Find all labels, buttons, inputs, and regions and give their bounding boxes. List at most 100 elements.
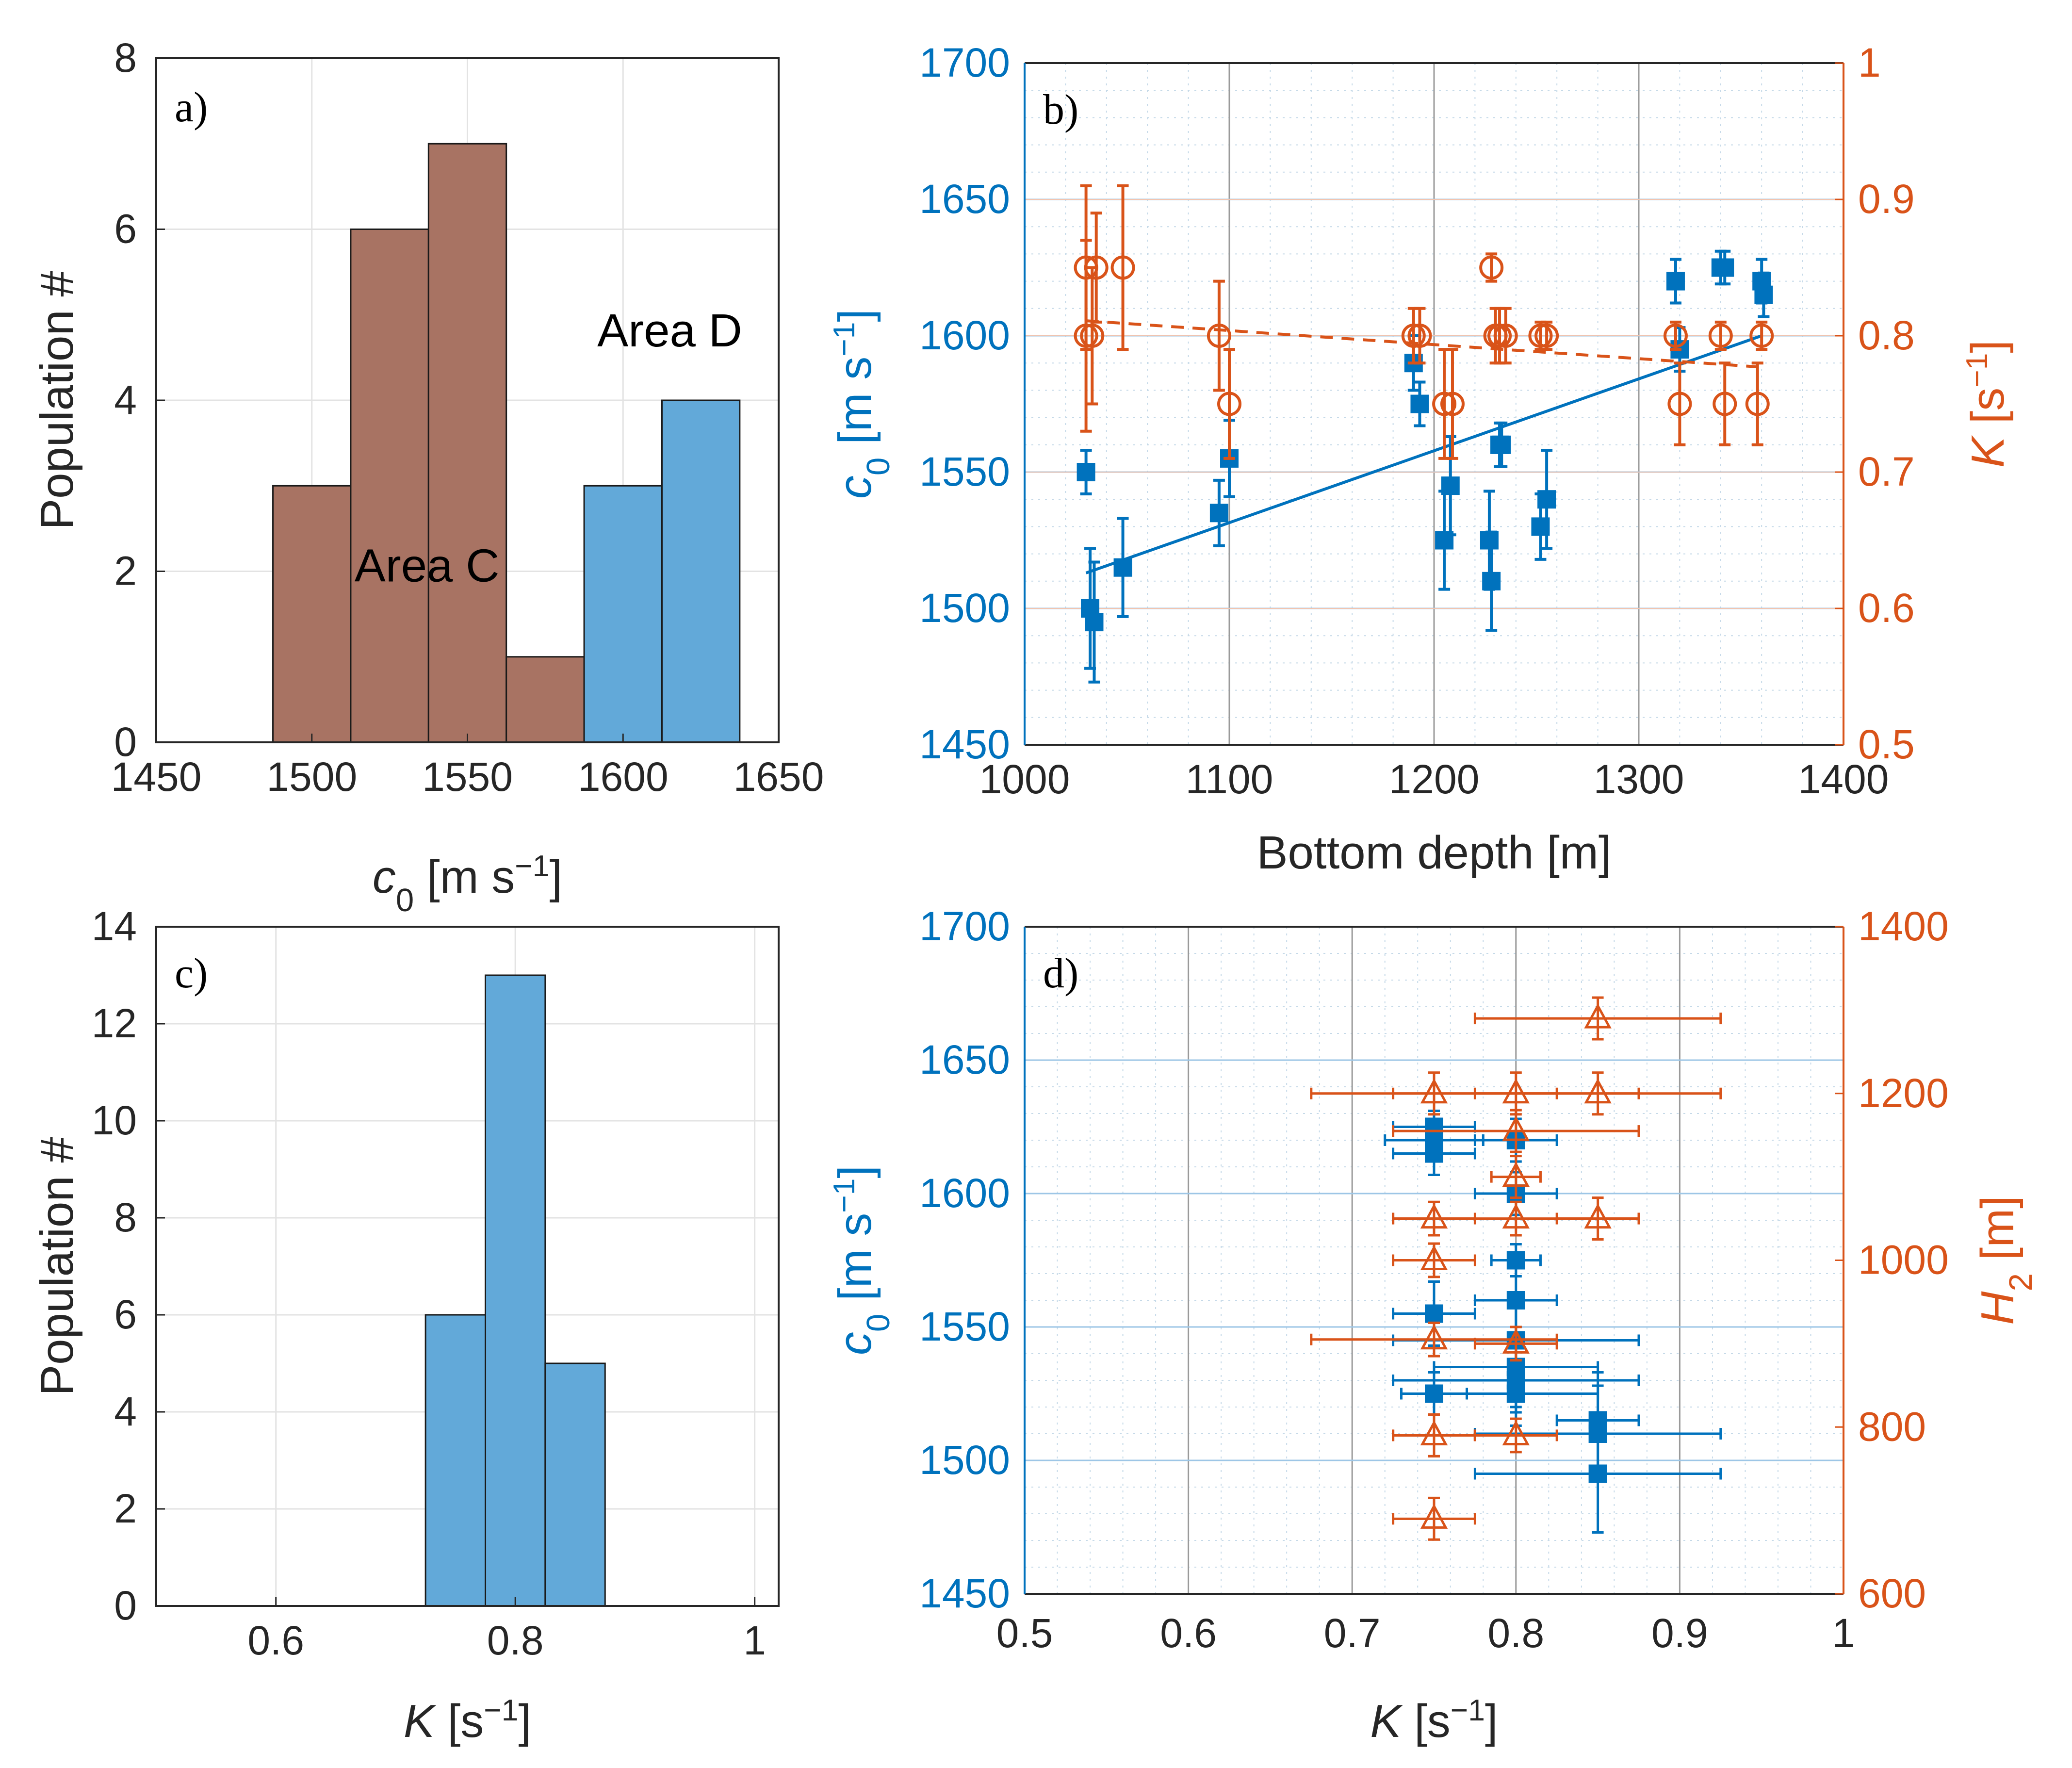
c-ylabel: Population # [31, 1137, 83, 1396]
b-panel-label: b) [1043, 86, 1078, 133]
d-xtick-label: 0.5 [996, 1610, 1053, 1656]
b-xlabel: Bottom depth [m] [1256, 827, 1611, 879]
d-H2-point [1420, 1203, 1448, 1229]
d-panel-label: d) [1043, 950, 1078, 997]
c-ytick-label: 14 [92, 903, 137, 949]
b-K-point [1407, 324, 1432, 348]
b-yright-tick-label: 1 [1858, 40, 1881, 85]
d-H2-point [1584, 1078, 1612, 1104]
a-xtick-label: 1500 [266, 754, 357, 800]
a-ytick-label: 2 [114, 548, 137, 594]
label-symbol: c [829, 475, 881, 499]
label-units: [m s [414, 851, 515, 903]
b-yleft-tick-label: 1600 [919, 312, 1010, 358]
b-K-point [1493, 324, 1518, 348]
d-yleft-tick-label: 1650 [919, 1037, 1010, 1082]
label-units: [m s [829, 1213, 881, 1314]
label-symbol: H [1972, 1291, 2023, 1325]
b-K-point [1084, 255, 1109, 280]
b-xtick-label: 1400 [1798, 756, 1889, 802]
d-yleft-label: c0 [m s−1] [828, 1165, 897, 1355]
c-xtick-label: 1 [743, 1618, 766, 1663]
b-yleft-tick-label: 1550 [919, 449, 1010, 494]
label-sup: −1 [1451, 1694, 1485, 1727]
d-yright-tick-label: 800 [1858, 1404, 1926, 1449]
c-xtick-label: 0.8 [487, 1618, 544, 1663]
a-bar-area-d-4 [583, 485, 663, 743]
a-bar-area-c-1 [350, 229, 429, 743]
c-ytick-label: 10 [92, 1097, 137, 1143]
d-c0-point [1588, 1464, 1607, 1483]
a-bar-area-d-5 [661, 399, 741, 743]
label-sub: 0 [396, 882, 414, 918]
b-K-point [1528, 324, 1553, 348]
b-c0-point [1537, 490, 1556, 509]
b-xtick-label: 1100 [1186, 756, 1273, 802]
label-symbol: c [373, 851, 396, 903]
d-yright-tick-label: 1400 [1858, 903, 1949, 949]
a-xtick-label: 1650 [734, 754, 824, 800]
b-K-point [1207, 324, 1231, 348]
c-ytick-label: 4 [114, 1389, 137, 1434]
c-frame [155, 926, 780, 1607]
label-close: ] [518, 1695, 531, 1747]
d-H2-point [1420, 1324, 1448, 1350]
b-c0-point [1666, 272, 1685, 291]
d-H2-point [1420, 1078, 1448, 1104]
b-xtick-label: 1000 [979, 756, 1070, 802]
d-c0-point [1506, 1251, 1525, 1270]
a-annotation: Area C [355, 540, 500, 592]
a-ytick-label: 4 [114, 377, 137, 423]
c-panel-label: c) [175, 950, 208, 997]
d-yleft-tick-label: 1500 [919, 1437, 1010, 1483]
b-c0-point [1085, 613, 1104, 632]
c-xlabel: K [s−1] [404, 1694, 531, 1748]
b-c0-point [1715, 258, 1734, 277]
b-trend-line-1 [1086, 319, 1762, 369]
b-yleft-label: c0 [m s−1] [828, 309, 897, 499]
a-xtick-label: 1550 [422, 754, 513, 800]
d-xtick-label: 0.9 [1651, 1610, 1708, 1656]
b-c0-point [1480, 531, 1499, 550]
b-yleft-tick-label: 1500 [919, 585, 1010, 631]
d-xtick-label: 0.6 [1160, 1610, 1217, 1656]
b-c0-point [1113, 558, 1132, 577]
a-bar-area-c-0 [272, 485, 352, 743]
label-sup: −1 [515, 850, 549, 883]
b-yright-tick-label: 0.6 [1858, 585, 1915, 631]
d-xtick-label: 0.8 [1487, 1610, 1544, 1656]
a-ytick-label: 0 [114, 719, 137, 765]
d-H2-point [1502, 1078, 1530, 1104]
d-c0-point [1425, 1144, 1443, 1163]
c-ytick-label: 6 [114, 1292, 137, 1337]
d-yright-tick-label: 600 [1858, 1571, 1926, 1616]
d-H2-point [1420, 1245, 1448, 1270]
label-sub: 0 [860, 458, 897, 475]
b-K-point [1440, 392, 1465, 416]
b-K-point [1080, 324, 1105, 348]
d-yleft-tick-label: 1600 [919, 1170, 1010, 1216]
c-ytick-label: 2 [114, 1486, 137, 1531]
b-yleft-tick-label: 1650 [919, 176, 1010, 222]
b-K-point [1217, 392, 1241, 416]
a-annotation: Area D [597, 305, 742, 357]
d-H2-point [1502, 1328, 1530, 1354]
a-xlabel: c0 [m s−1] [373, 850, 562, 918]
b-yright-tick-label: 0.9 [1858, 176, 1915, 222]
a-panel-label: a) [175, 84, 208, 131]
b-K-point [1749, 324, 1774, 348]
b-K-point [1745, 392, 1770, 416]
b-c0-point [1441, 476, 1460, 495]
label-sub: 0 [860, 1314, 897, 1332]
d-H2-point [1502, 1162, 1530, 1187]
b-K-point [1401, 324, 1426, 348]
c-xtick-label: 0.6 [247, 1618, 304, 1663]
b-yleft-tick-label: 1450 [919, 721, 1010, 767]
b-c0-point [1410, 394, 1429, 413]
b-trend-line-0 [1085, 334, 1762, 574]
a-bar-area-c-2 [427, 143, 507, 743]
b-xtick-label: 1200 [1389, 756, 1480, 802]
label-sup: −1 [828, 322, 861, 357]
d-H2-point [1502, 1115, 1530, 1141]
b-yright-tick-label: 0.8 [1858, 312, 1915, 358]
